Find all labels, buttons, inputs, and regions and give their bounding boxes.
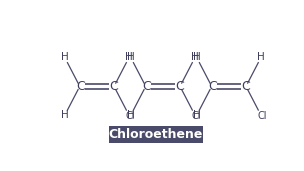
Text: H: H <box>193 52 200 62</box>
Text: H: H <box>191 52 199 62</box>
Text: C: C <box>175 80 184 93</box>
Text: Chloroethene: Chloroethene <box>109 128 203 141</box>
Text: C: C <box>109 80 118 93</box>
Text: H: H <box>61 110 68 120</box>
FancyBboxPatch shape <box>109 126 203 143</box>
Text: C: C <box>142 80 151 93</box>
Text: H: H <box>127 52 134 62</box>
Text: C: C <box>76 80 85 93</box>
Text: C: C <box>208 80 217 93</box>
Text: H: H <box>61 52 68 62</box>
Text: C: C <box>241 80 250 93</box>
Text: H: H <box>125 52 133 62</box>
Text: H: H <box>193 110 200 120</box>
Text: Cl: Cl <box>125 111 135 121</box>
Text: H: H <box>257 52 265 62</box>
Text: Cl: Cl <box>191 111 201 121</box>
Text: Cl: Cl <box>257 111 267 121</box>
Text: H: H <box>127 110 134 120</box>
